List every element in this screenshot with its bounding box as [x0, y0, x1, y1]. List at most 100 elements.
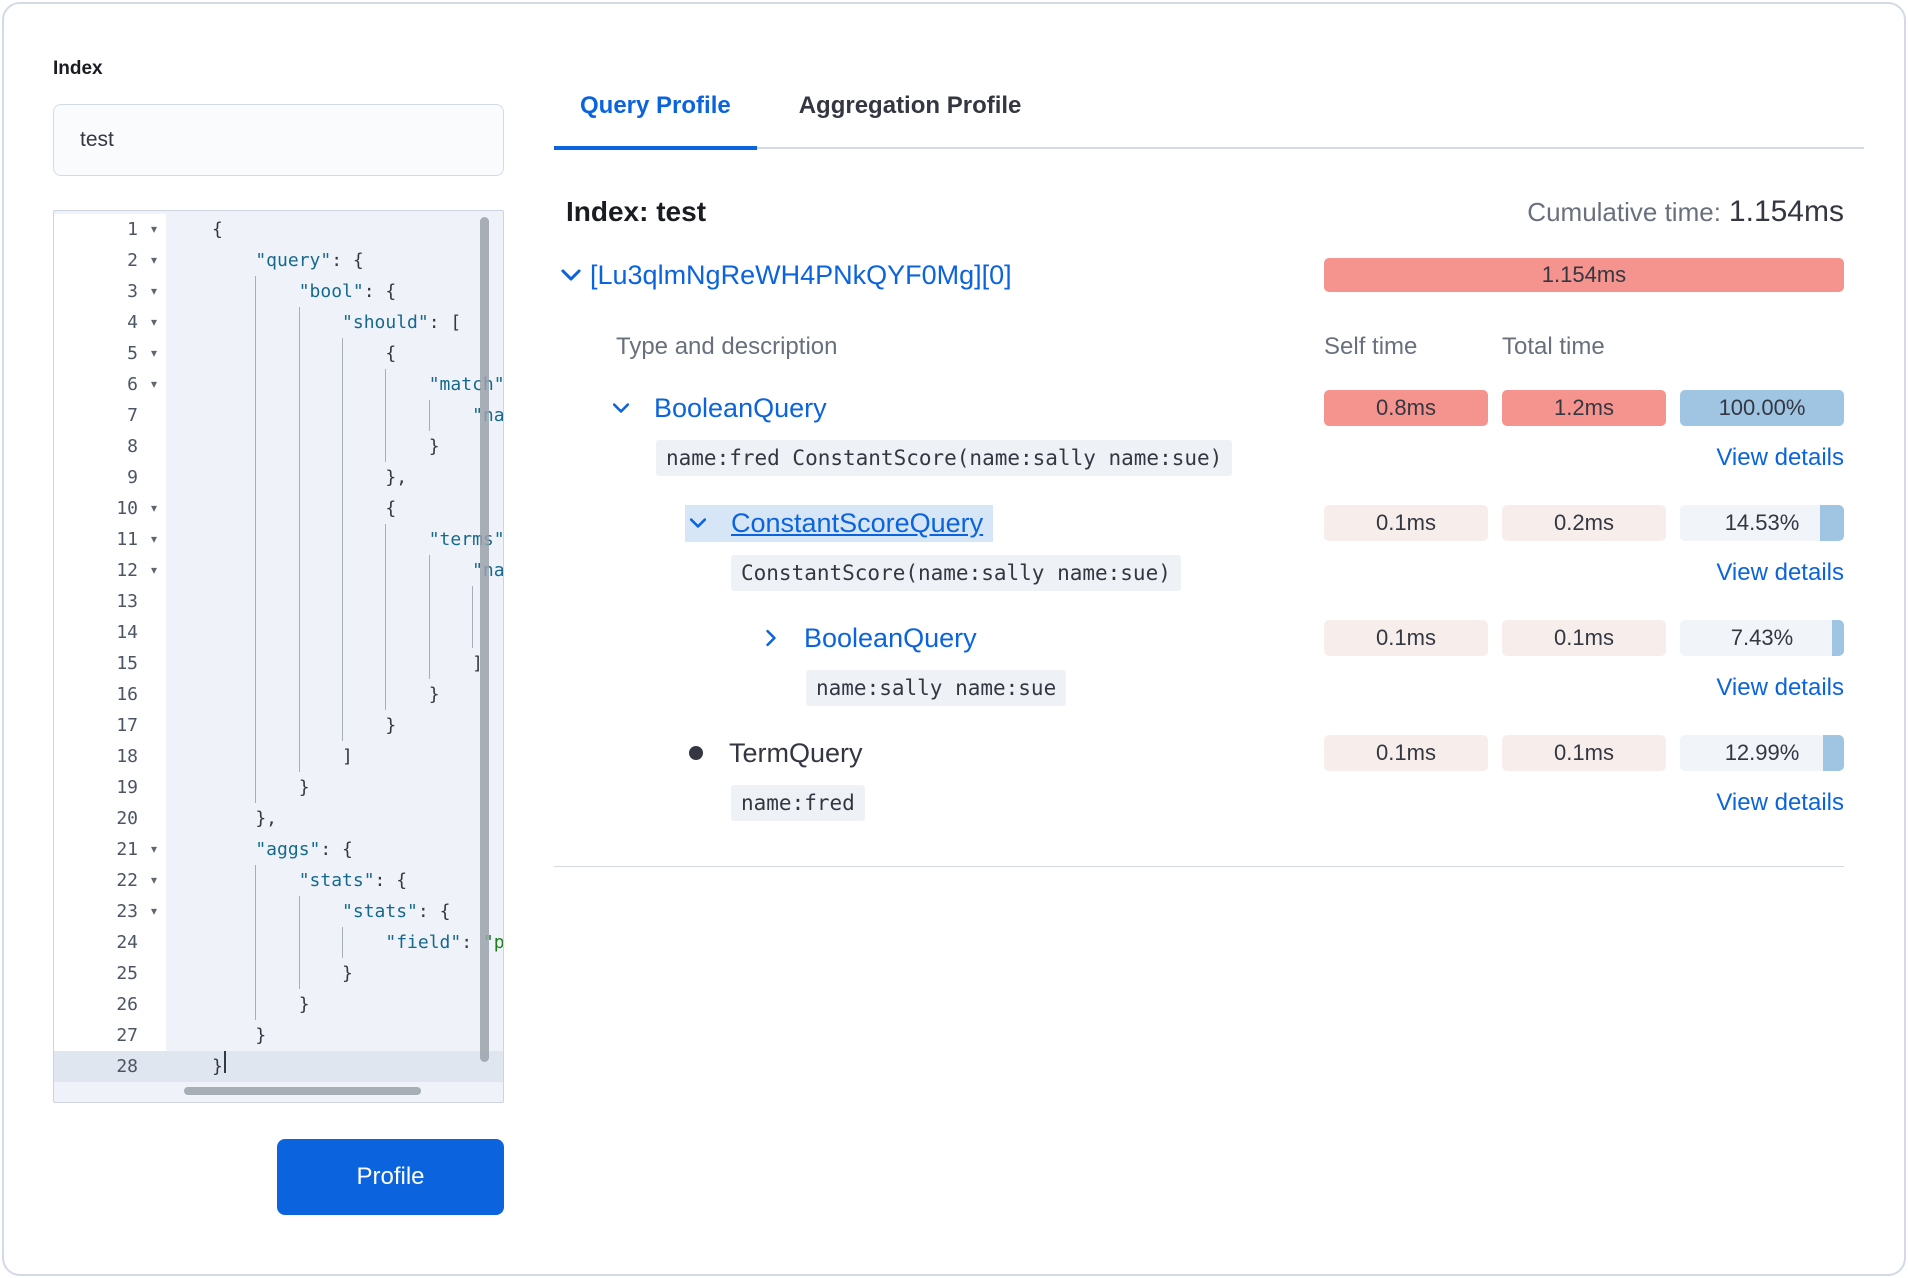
query-editor[interactable]: 1 ▾{2 ▾ "query": {3 ▾ "bool": {4 ▾ "should": [5… [53, 210, 504, 1103]
code-token: }, [255, 808, 278, 829]
selected-highlight: ConstantScoreQuery [685, 504, 994, 542]
code-line: } [166, 1020, 503, 1051]
indent-guide [472, 586, 503, 617]
chevron-down-icon[interactable] [558, 262, 584, 288]
fold-toggle-icon[interactable]: ▾ [150, 377, 158, 391]
line-number: 10 [116, 498, 138, 519]
indent-guide [212, 989, 255, 1020]
indent-guide [342, 431, 385, 462]
editor-gutter: 28 [54, 1051, 166, 1082]
fold-spacer [142, 462, 166, 493]
tab-query-profile[interactable]: Query Profile [554, 88, 757, 150]
editor-gutter: 27 [54, 1020, 166, 1051]
editor-horizontal-scrollbar[interactable] [184, 1087, 421, 1095]
code-token: } [428, 684, 440, 705]
line-number: 27 [116, 1025, 138, 1046]
query-type-link[interactable]: ConstantScoreQuery [731, 507, 984, 538]
indent-guide [255, 648, 298, 679]
line-number: 28 [116, 1056, 138, 1077]
editor-line: 1 ▾{ [54, 214, 503, 245]
code-token: } [428, 436, 440, 457]
editor-line: 16} [54, 679, 503, 710]
code-line: "bool": { [166, 276, 503, 307]
fold-toggle-icon[interactable]: ▾ [150, 501, 158, 515]
fold-toggle-icon[interactable]: ▾ [150, 315, 158, 329]
indent-guide [255, 555, 298, 586]
fold-spacer [142, 586, 166, 617]
fold-toggle-icon[interactable]: ▾ [150, 346, 158, 360]
indent-guide [255, 989, 298, 1020]
line-number: 23 [116, 901, 138, 922]
indent-guide [428, 555, 472, 586]
indent-guide [385, 648, 428, 679]
editor-vertical-scrollbar[interactable] [480, 217, 489, 1062]
indent-guide [298, 617, 342, 648]
indent-guide [428, 617, 472, 648]
fold-toggle-icon[interactable]: ▾ [150, 532, 158, 546]
query-type-link[interactable]: BooleanQuery [804, 622, 977, 653]
fold-toggle-icon[interactable]: ▾ [150, 563, 158, 577]
view-details-link[interactable]: View details [1716, 559, 1844, 586]
editor-gutter: 26 [54, 989, 166, 1020]
query-description: ConstantScore(name:sally name:sue) [731, 555, 1181, 591]
code-line: "s [166, 586, 503, 617]
indent-guide [212, 648, 255, 679]
fold-toggle-icon[interactable]: ▾ [150, 253, 158, 267]
editor-line: 26} [54, 989, 503, 1020]
fold-toggle-icon[interactable]: ▾ [150, 842, 158, 856]
code-line: } [166, 958, 503, 989]
indent-guide [298, 586, 342, 617]
profile-button[interactable]: Profile [277, 1139, 504, 1215]
indent-guide [385, 586, 428, 617]
code-token: { [212, 219, 223, 240]
line-number: 19 [116, 777, 138, 798]
query-description-cell: name:sally name:sue [554, 670, 1666, 706]
indent-guide [255, 710, 298, 741]
indent-guide [255, 524, 298, 555]
code-line: { [166, 338, 503, 369]
indent-guide [255, 741, 298, 772]
fold-toggle-icon[interactable]: ▾ [150, 222, 158, 236]
fold-spacer [142, 400, 166, 431]
view-details-link[interactable]: View details [1716, 674, 1844, 701]
editor-line: 5 ▾{ [54, 338, 503, 369]
line-number: 14 [116, 622, 138, 643]
indent-guide [428, 400, 472, 431]
indent-guide [212, 338, 255, 369]
editor-line: 11 ▾ "terms": [54, 524, 503, 555]
fold-spacer [142, 927, 166, 958]
indent-guide [212, 679, 255, 710]
code-line: }, [166, 462, 503, 493]
fold-toggle-icon[interactable]: ▾ [150, 873, 158, 887]
editor-gutter: 7 [54, 400, 166, 431]
indent-guide [255, 679, 298, 710]
view-details-link[interactable]: View details [1716, 789, 1844, 816]
fold-toggle-icon[interactable]: ▾ [150, 904, 158, 918]
code-token: "field" [385, 932, 462, 953]
shard-link[interactable]: [Lu3qlmNgReWH4PNkQYF0Mg][0] [590, 259, 1012, 290]
query-type-link[interactable]: BooleanQuery [654, 392, 827, 423]
total-time-badge: 1.2ms [1502, 390, 1666, 426]
code-token: "should" [342, 312, 429, 333]
editor-line: 15] [54, 648, 503, 679]
chevron-down-icon[interactable] [610, 397, 654, 419]
indent-guide [212, 307, 255, 338]
editor-line: 27} [54, 1020, 503, 1051]
editor-line: 25} [54, 958, 503, 989]
indent-guide [342, 493, 385, 524]
chevron-down-icon[interactable] [687, 512, 731, 534]
tab-aggregation-profile[interactable]: Aggregation Profile [773, 88, 1048, 147]
indent-guide [385, 524, 428, 555]
editor-gutter: 23 ▾ [54, 896, 166, 927]
fold-toggle-icon[interactable]: ▾ [150, 284, 158, 298]
indent-guide [298, 493, 342, 524]
text-cursor [223, 1051, 226, 1073]
line-number: 24 [116, 932, 138, 953]
indent-guide [212, 431, 255, 462]
line-number: 11 [116, 529, 138, 550]
view-details-link[interactable]: View details [1716, 444, 1844, 471]
percent-bar [1822, 735, 1844, 771]
chevron-right-icon[interactable] [760, 627, 804, 649]
code-token: "terms" [428, 529, 503, 550]
index-input[interactable]: test [53, 104, 504, 176]
